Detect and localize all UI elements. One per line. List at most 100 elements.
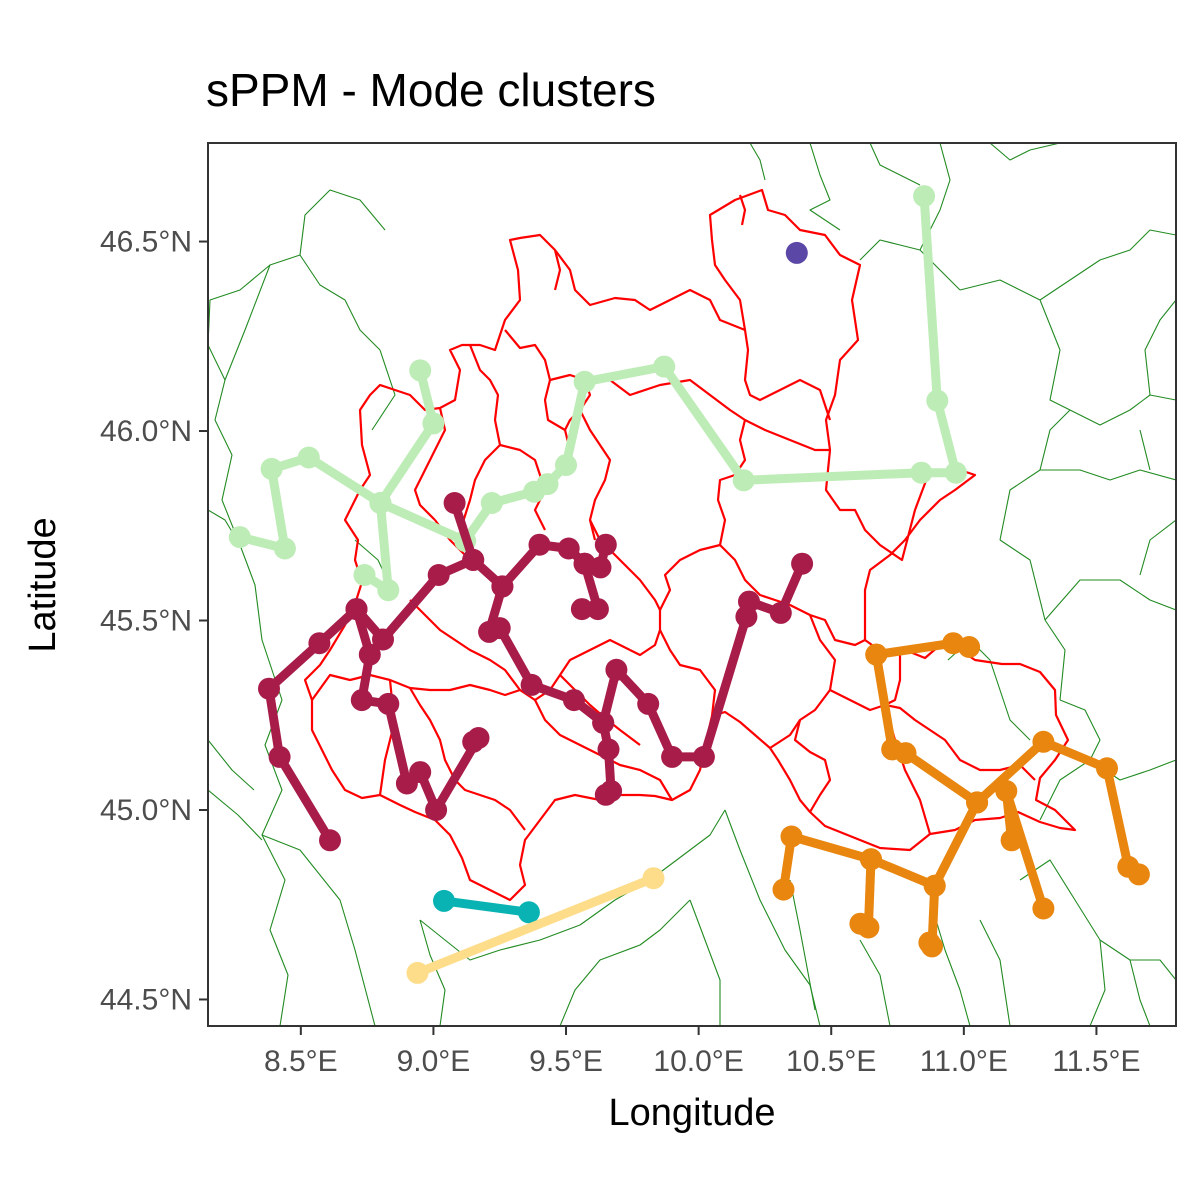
cluster-13	[995, 780, 1055, 920]
cluster-point	[586, 598, 609, 621]
cluster-point	[517, 901, 540, 924]
cluster-point	[536, 473, 559, 496]
cluster-point	[443, 492, 466, 514]
cluster-path	[924, 797, 982, 951]
cluster-point	[409, 761, 432, 784]
cluster-point	[258, 677, 280, 700]
cluster-path	[468, 555, 807, 762]
cluster-point	[520, 673, 543, 696]
cluster-point	[308, 632, 331, 655]
x-tick-label: 9.0°E	[397, 1045, 471, 1078]
cluster-point	[732, 469, 755, 492]
cluster-point	[260, 457, 283, 480]
cluster-point	[769, 601, 792, 624]
cluster-path	[413, 873, 658, 978]
cluster-point	[433, 889, 455, 912]
cluster-point	[462, 730, 485, 753]
cluster-point	[944, 461, 967, 484]
cluster-layer	[228, 185, 1150, 984]
cluster-point	[319, 829, 341, 852]
cluster-point	[594, 783, 617, 806]
x-axis-title: Longitude	[609, 1092, 776, 1134]
cluster-point	[573, 552, 596, 575]
cluster-point	[563, 689, 585, 712]
cluster-point	[913, 185, 936, 208]
cluster-point	[605, 658, 628, 681]
cluster-point	[557, 537, 580, 560]
cluster-0	[228, 185, 967, 560]
cluster-point	[772, 878, 795, 901]
cluster-point	[692, 745, 715, 768]
cluster-12	[772, 825, 882, 901]
cluster-5	[491, 533, 617, 598]
cluster-point	[738, 590, 760, 613]
cluster-point	[1127, 863, 1150, 886]
cluster-point	[462, 548, 485, 571]
y-axis-title: Latitude	[22, 517, 64, 652]
cluster-point	[923, 874, 946, 897]
cluster-point	[422, 412, 445, 435]
x-tick-label: 10.0°E	[653, 1045, 743, 1078]
cluster-point	[372, 628, 394, 651]
cluster-2	[258, 598, 490, 852]
cluster-point	[958, 636, 981, 658]
cluster-point	[425, 799, 448, 821]
x-tick-label: 8.5°E	[264, 1045, 338, 1078]
cluster-point	[570, 598, 593, 621]
cluster-point	[597, 738, 620, 761]
cluster-point	[273, 537, 296, 560]
neighbor-boundaries	[208, 143, 1176, 1026]
cluster-point	[297, 446, 320, 469]
cluster-point	[642, 867, 665, 890]
chart-title: sPPM - Mode clusters	[206, 64, 656, 116]
cluster-point	[653, 355, 676, 378]
cluster-point	[637, 692, 660, 715]
panel-border	[207, 142, 1177, 1027]
cluster-point	[350, 689, 373, 712]
cluster-point	[1032, 730, 1055, 753]
cluster-point	[427, 564, 450, 586]
x-tick-label: 10.5°E	[786, 1045, 876, 1078]
cluster-point	[488, 617, 511, 640]
cluster-point	[573, 370, 596, 393]
y-tick-label: 45.5°N	[100, 605, 192, 638]
region-boundaries	[303, 188, 1077, 902]
cluster-point	[1096, 757, 1118, 780]
y-axis: 44.5°N 45.0°N 45.5°N 46.0°N 46.5°N	[100, 226, 208, 1016]
cluster-point	[353, 564, 376, 586]
cluster-point	[480, 492, 503, 514]
cluster-point	[1000, 829, 1023, 852]
cluster-10	[918, 791, 989, 958]
cluster-point	[268, 745, 291, 768]
cluster-point	[995, 780, 1018, 802]
cluster-point	[592, 711, 615, 734]
x-tick-label: 9.5°E	[529, 1045, 603, 1078]
cluster-6	[570, 552, 609, 621]
x-tick-label: 11.5°E	[1052, 1045, 1140, 1078]
cluster-point	[491, 575, 514, 598]
cluster-point	[228, 526, 251, 549]
cluster-point	[918, 931, 941, 954]
cluster-point	[780, 825, 803, 848]
y-tick-label: 44.5°N	[100, 983, 192, 1016]
cluster-point	[849, 912, 872, 935]
y-tick-label: 46.0°N	[100, 415, 192, 448]
cluster-point	[528, 533, 551, 556]
cluster-point	[791, 552, 814, 575]
cluster-point	[555, 454, 577, 477]
cluster-15	[406, 867, 665, 984]
cluster-point	[594, 533, 617, 556]
y-tick-label: 45.0°N	[100, 794, 192, 827]
cluster-point	[369, 492, 392, 514]
cluster-point	[894, 742, 917, 765]
cluster-point	[661, 745, 684, 768]
cluster-point	[865, 643, 888, 666]
cluster-path	[439, 896, 534, 917]
cluster-point	[926, 389, 949, 412]
cluster-4	[462, 548, 814, 768]
cluster-1	[353, 359, 445, 602]
cluster-point	[377, 692, 400, 715]
cluster-point	[785, 241, 808, 264]
cluster-point	[406, 961, 429, 984]
